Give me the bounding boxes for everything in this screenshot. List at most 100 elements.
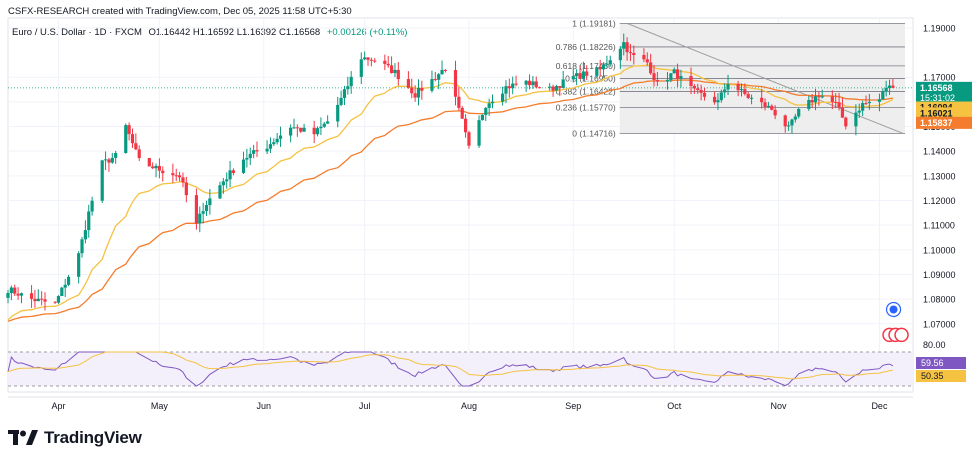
candle-body — [265, 148, 269, 152]
candle-body — [625, 42, 629, 53]
candle-body — [369, 59, 373, 61]
candle-body — [326, 121, 330, 124]
candle-body — [201, 211, 205, 214]
price-badge-value: 1.15837 — [920, 118, 953, 128]
candle-body — [712, 96, 717, 103]
candle-body — [278, 135, 283, 139]
candle-body — [810, 99, 814, 103]
candle-body — [433, 79, 437, 81]
y-tick-label: 1.08000 — [923, 295, 956, 305]
candle-body — [363, 57, 367, 60]
candle-body — [463, 118, 468, 133]
candle-body — [480, 114, 485, 121]
candle-body — [511, 83, 515, 89]
candle-body — [208, 198, 212, 206]
fib-level-label: 0.382 (1.16422) — [556, 86, 616, 96]
x-tick-label: Nov — [770, 401, 787, 411]
candle-body — [393, 69, 397, 74]
candle-body — [66, 276, 71, 285]
candle-body — [797, 108, 801, 117]
candle-body — [299, 127, 303, 132]
candle-body — [689, 75, 693, 87]
y-tick-label: 1.10000 — [923, 245, 956, 255]
candle-body — [315, 128, 320, 135]
candle-body — [342, 89, 347, 98]
candle-body — [383, 60, 387, 64]
candle-body — [157, 165, 162, 171]
candle-body — [487, 103, 491, 108]
candle-body — [548, 86, 552, 88]
candle-body — [507, 86, 511, 89]
fib-level-label: 0.5 (1.16950) — [565, 73, 616, 83]
candle-body — [665, 79, 670, 82]
candle-body — [245, 157, 249, 160]
candle-body — [773, 109, 777, 116]
candle-body — [302, 127, 306, 132]
candle-body — [861, 103, 865, 111]
candle-body — [56, 296, 61, 303]
candle-body — [177, 175, 182, 178]
price-badge-value: 1.16021 — [920, 108, 953, 118]
candle-body — [124, 125, 128, 153]
price-badge — [916, 107, 972, 120]
candle-body — [221, 181, 225, 186]
candle-body — [490, 101, 495, 104]
candle-body — [649, 62, 653, 74]
candle-body — [80, 239, 84, 254]
candle-body — [437, 74, 441, 80]
candle-body — [501, 93, 505, 102]
candle-body — [884, 88, 888, 92]
candle-body — [107, 159, 111, 163]
plot-frame — [7, 17, 914, 393]
candle-body — [134, 143, 138, 150]
candle-body — [453, 70, 458, 97]
candle-body — [749, 97, 754, 99]
candle-body — [716, 100, 720, 103]
flag-event-icon[interactable] — [894, 327, 909, 343]
candle-body — [575, 73, 579, 77]
candle-body — [231, 170, 236, 173]
candle-body — [272, 142, 276, 145]
candle-body — [581, 71, 585, 79]
candle-body — [6, 292, 10, 298]
candle-body — [679, 75, 683, 79]
candle-body — [154, 165, 158, 169]
candle-body — [151, 166, 155, 169]
candle-body — [887, 85, 892, 89]
candle-body — [295, 127, 299, 129]
candle-body — [420, 87, 424, 91]
candle-body — [652, 73, 656, 81]
candle-body — [13, 287, 17, 294]
rsi-ma-badge — [916, 370, 966, 382]
y-tick-label: 1.07000 — [923, 319, 956, 329]
x-tick-label: Sep — [565, 401, 581, 411]
candle-body — [598, 67, 602, 70]
candle-body — [77, 253, 81, 277]
candle-body — [504, 86, 508, 94]
candle-body — [181, 177, 185, 183]
candle-body — [292, 127, 296, 129]
candle-body — [813, 96, 818, 103]
candle-body — [783, 115, 787, 127]
fib-level-label: 0.786 (1.18226) — [556, 42, 616, 52]
candle-body — [336, 104, 340, 122]
candle-body — [760, 97, 764, 103]
rsi-scale-label: 80.00 — [923, 340, 946, 350]
x-tick-label: May — [151, 401, 169, 411]
x-tick-label: Oct — [667, 401, 682, 411]
tradingview-logo[interactable]: TradingView — [8, 428, 142, 448]
candle-body — [40, 298, 44, 300]
candle-body — [43, 299, 47, 302]
globe-icon — [889, 305, 898, 314]
symbol-title: Euro / U.S. Dollar · 1D · FXCM — [12, 27, 142, 38]
candle-body — [137, 149, 141, 159]
chart-header: CSFX-RESEARCH created with TradingView.c… — [8, 6, 352, 17]
candle-body — [787, 125, 791, 127]
candle-body — [339, 97, 343, 105]
x-tick-label: Apr — [51, 401, 65, 411]
candle-body — [218, 185, 222, 199]
candle-body — [527, 80, 532, 86]
candle-body — [723, 89, 727, 93]
ohlc-high: H1.16592 — [192, 27, 235, 38]
